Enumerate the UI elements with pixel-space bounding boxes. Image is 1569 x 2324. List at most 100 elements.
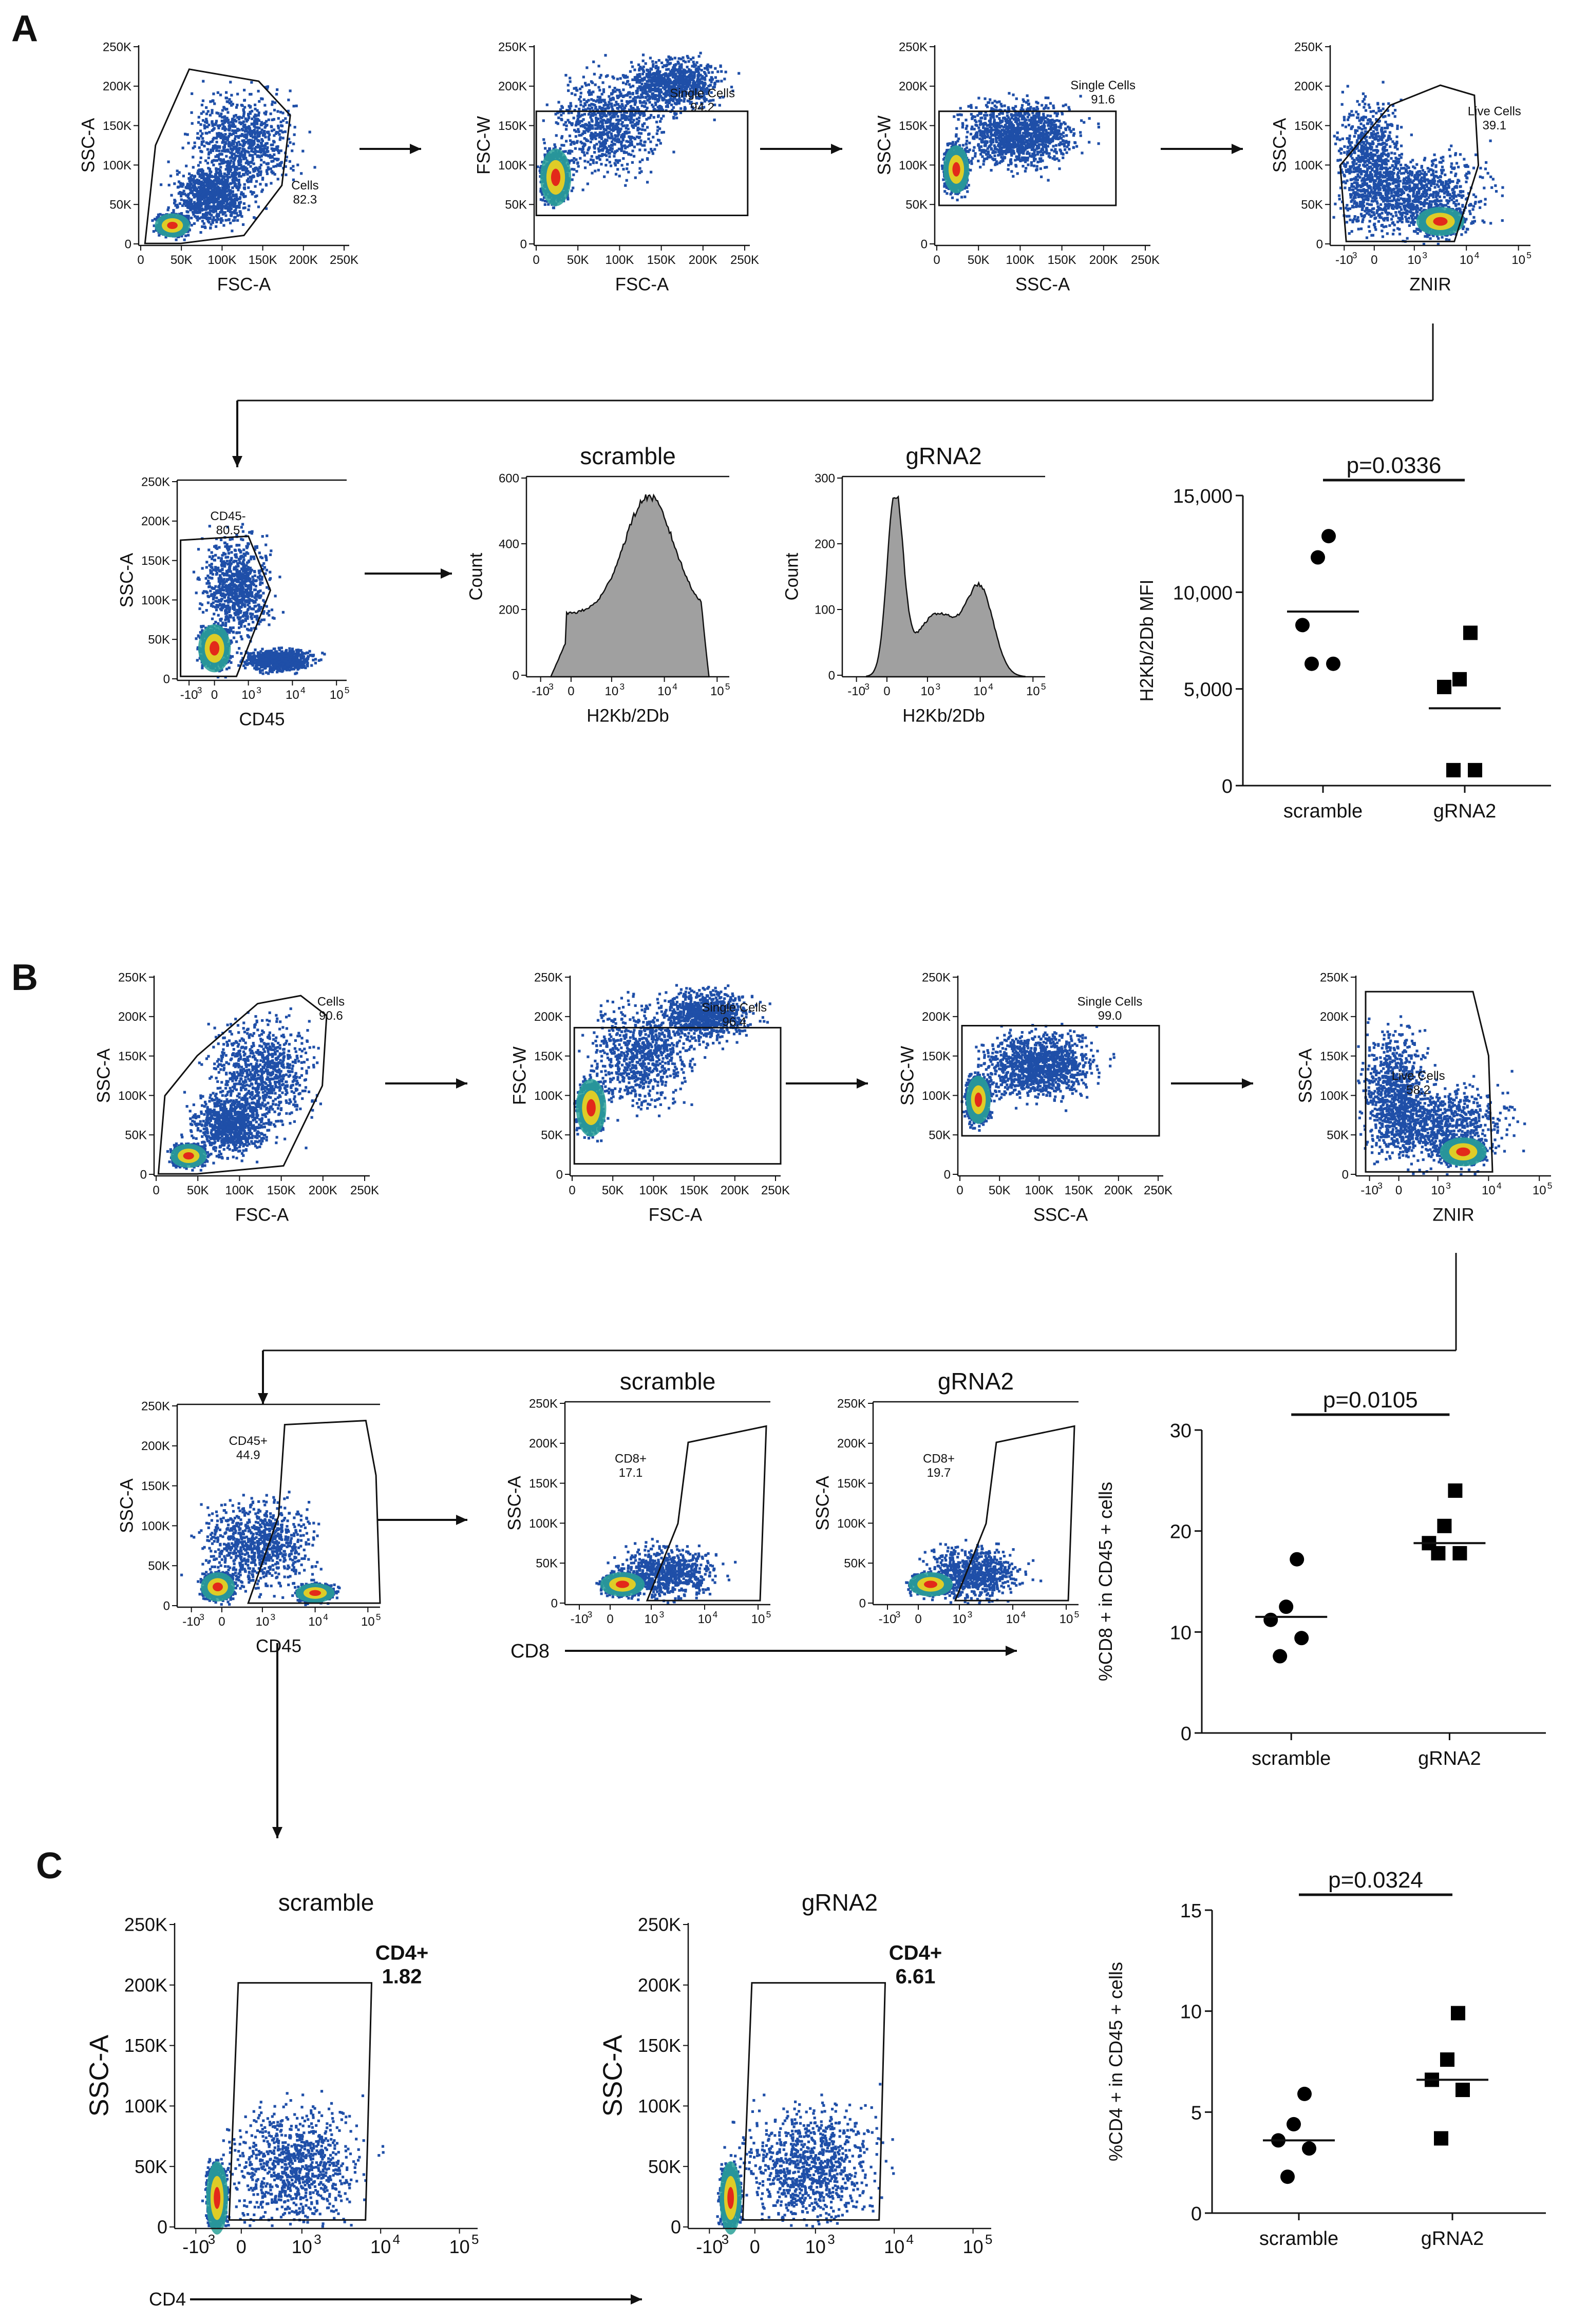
event-dot	[215, 205, 218, 208]
event-dot	[279, 136, 282, 139]
event-dot	[233, 204, 236, 207]
event-dot	[279, 149, 282, 153]
event-dot	[178, 171, 181, 174]
event-dot	[280, 129, 283, 132]
event-dot	[183, 193, 186, 196]
event-dot	[237, 188, 240, 192]
event-dot	[250, 178, 253, 181]
event-dot	[201, 119, 205, 122]
event-dot	[591, 172, 594, 175]
event-dot	[290, 167, 293, 170]
event-dot	[216, 193, 219, 196]
a-plot-1-y-tick-label: 200K	[103, 80, 131, 93]
event-dot	[229, 81, 232, 84]
event-dot	[651, 77, 654, 80]
event-dot	[638, 160, 641, 163]
event-dot	[196, 211, 199, 214]
event-dot	[234, 155, 237, 158]
event-dot	[258, 100, 261, 103]
event-dot	[627, 80, 630, 83]
event-dot	[579, 95, 582, 99]
event-dot	[239, 175, 242, 178]
event-dot	[583, 112, 587, 116]
event-dot	[197, 164, 200, 167]
event-dot	[206, 174, 209, 177]
event-dot	[244, 129, 248, 132]
event-dot	[586, 182, 589, 185]
event-dot	[263, 147, 267, 150]
event-dot	[227, 150, 230, 153]
event-dot	[276, 88, 279, 91]
event-dot	[642, 122, 646, 125]
event-dot	[175, 238, 178, 241]
event-dot	[703, 67, 707, 70]
event-dot	[653, 83, 656, 86]
event-dot	[226, 119, 230, 122]
event-dot	[205, 120, 209, 123]
event-dot	[276, 110, 279, 113]
event-dot	[261, 188, 264, 192]
event-dot	[202, 193, 205, 196]
event-dot	[284, 117, 287, 120]
event-dot	[242, 206, 245, 209]
event-dot	[209, 209, 212, 212]
event-dot	[219, 166, 222, 169]
event-dot	[196, 132, 199, 135]
event-dot	[230, 143, 233, 146]
event-dot	[208, 202, 211, 205]
event-dot	[607, 136, 610, 139]
event-dot	[234, 183, 237, 186]
event-dot	[200, 174, 203, 177]
event-dot	[221, 197, 224, 200]
event-dot	[657, 66, 660, 69]
event-dot	[246, 173, 249, 176]
event-dot	[597, 111, 600, 115]
event-dot	[247, 186, 250, 189]
event-dot	[214, 174, 217, 177]
event-dot	[622, 167, 625, 171]
event-dot	[200, 202, 203, 205]
event-dot	[254, 217, 257, 220]
event-dot	[215, 171, 218, 174]
event-dot	[248, 127, 251, 130]
event-dot	[217, 201, 220, 204]
event-dot	[226, 208, 230, 212]
event-dot	[250, 149, 253, 153]
event-dot	[205, 141, 208, 144]
event-dot	[292, 165, 295, 168]
event-dot	[210, 206, 213, 209]
a-plot-1-y-tick-label: 150K	[103, 119, 131, 133]
event-dot	[228, 208, 232, 212]
event-dot	[648, 74, 651, 77]
event-dot	[576, 118, 580, 121]
event-dot	[219, 204, 222, 208]
event-dot	[217, 168, 220, 171]
event-dot	[233, 212, 236, 215]
event-dot	[686, 54, 689, 58]
event-dot	[206, 148, 210, 151]
event-dot	[245, 133, 249, 136]
event-dot	[219, 180, 222, 183]
event-dot	[238, 203, 241, 206]
event-dot	[219, 221, 222, 224]
event-dot	[700, 69, 703, 72]
event-dot	[264, 142, 268, 145]
event-dot	[172, 209, 175, 212]
event-dot	[221, 213, 224, 216]
event-dot	[611, 144, 614, 147]
event-dot	[196, 202, 199, 206]
event-dot	[629, 120, 632, 123]
event-dot	[599, 101, 603, 104]
event-dot	[257, 170, 260, 174]
event-dot	[234, 184, 237, 187]
event-dot	[657, 115, 660, 118]
event-dot	[244, 171, 248, 174]
a-plot-1-y-tick-label: 50K	[109, 198, 131, 212]
event-dot	[249, 110, 252, 113]
event-dot	[575, 130, 578, 133]
event-dot	[207, 221, 211, 224]
event-dot	[236, 103, 239, 107]
event-dot	[235, 195, 238, 199]
event-dot	[220, 116, 224, 119]
event-dot	[199, 194, 202, 197]
